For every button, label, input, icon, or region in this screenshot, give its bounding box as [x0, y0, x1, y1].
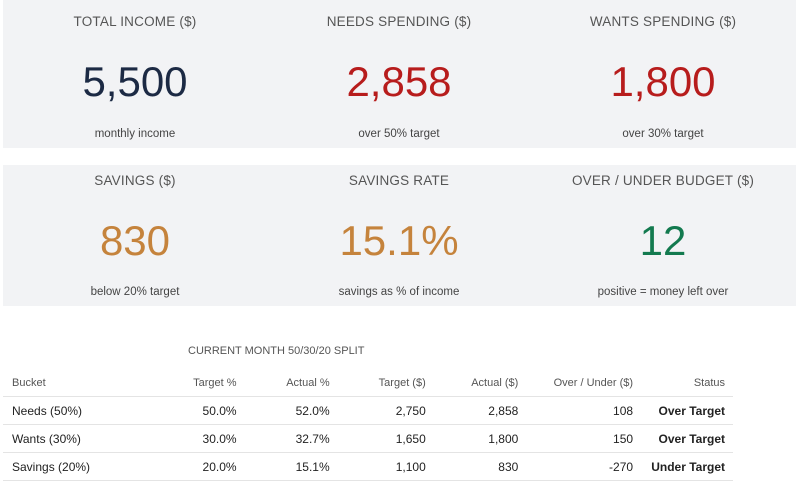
- card-title: WANTS SPENDING ($): [589, 14, 737, 29]
- card-value: 830: [99, 217, 171, 264]
- cell-bucket: Needs (50%): [3, 396, 145, 425]
- wants-spending-card: WANTS SPENDING ($) 1,800 over 30% target: [531, 0, 795, 148]
- cell-over-under: 150: [526, 424, 642, 453]
- column-header-status: Status: [641, 369, 733, 397]
- table-header-row: Bucket Target % Actual % Target ($) Actu…: [3, 369, 733, 397]
- split-table: Bucket Target % Actual % Target ($) Actu…: [3, 369, 733, 481]
- card-value: 1,800: [610, 58, 716, 105]
- card-subtitle: over 30% target: [622, 128, 704, 140]
- cell-actual-pct: 15.1%: [244, 452, 338, 481]
- status-badge: Over Target: [641, 424, 733, 453]
- cell-over-under: -270: [526, 452, 642, 481]
- table-row: Savings (20%) 20.0% 15.1% 1,100 830 -270…: [3, 452, 733, 481]
- cell-target-pct: 50.0%: [144, 396, 245, 425]
- card-subtitle: below 20% target: [90, 286, 180, 298]
- card-title: SAVINGS RATE: [348, 173, 450, 188]
- cell-bucket: Wants (30%): [3, 424, 145, 453]
- kpi-row-2: SAVINGS ($) 830 below 20% target SAVINGS…: [3, 165, 796, 306]
- card-value: 5,500: [82, 58, 188, 105]
- column-header-over-under: Over / Under ($): [526, 369, 642, 397]
- column-header-bucket: Bucket: [3, 369, 145, 397]
- status-badge: Under Target: [641, 452, 733, 481]
- card-value: 2,858: [346, 58, 452, 105]
- card-subtitle: monthly income: [94, 128, 176, 140]
- card-value: 15.1%: [339, 217, 459, 264]
- cell-actual-amt: 830: [433, 452, 527, 481]
- needs-spending-card: NEEDS SPENDING ($) 2,858 over 50% target: [267, 0, 531, 148]
- card-title: OVER / UNDER BUDGET ($): [571, 173, 755, 188]
- cell-actual-pct: 52.0%: [244, 396, 338, 425]
- card-subtitle: positive = money left over: [597, 286, 729, 298]
- card-value: 12: [639, 217, 687, 264]
- status-badge: Over Target: [641, 396, 733, 425]
- cell-target-pct: 20.0%: [144, 452, 245, 481]
- cell-actual-pct: 32.7%: [244, 424, 338, 453]
- cell-target-amt: 2,750: [337, 396, 434, 425]
- kpi-row-1: TOTAL INCOME ($) 5,500 monthly income NE…: [3, 0, 796, 148]
- total-income-card: TOTAL INCOME ($) 5,500 monthly income: [3, 0, 267, 148]
- column-header-actual-amt: Actual ($): [433, 369, 527, 397]
- table-row: Wants (30%) 30.0% 32.7% 1,650 1,800 150 …: [3, 424, 733, 453]
- table-row: Needs (50%) 50.0% 52.0% 2,750 2,858 108 …: [3, 396, 733, 425]
- savings-card: SAVINGS ($) 830 below 20% target: [3, 165, 267, 306]
- cell-target-pct: 30.0%: [144, 424, 245, 453]
- card-subtitle: savings as % of income: [338, 286, 460, 298]
- cell-target-amt: 1,650: [337, 424, 434, 453]
- card-title: TOTAL INCOME ($): [73, 14, 197, 29]
- split-table-title: CURRENT MONTH 50/30/20 SPLIT: [188, 345, 365, 357]
- card-subtitle: over 50% target: [358, 128, 440, 140]
- cell-actual-amt: 1,800: [433, 424, 527, 453]
- cell-target-amt: 1,100: [337, 452, 434, 481]
- cell-over-under: 108: [526, 396, 642, 425]
- cell-bucket: Savings (20%): [3, 452, 145, 481]
- over-under-budget-card: OVER / UNDER BUDGET ($) 12 positive = mo…: [531, 165, 795, 306]
- card-title: SAVINGS ($): [94, 173, 176, 188]
- column-header-actual-pct: Actual %: [244, 369, 338, 397]
- card-title: NEEDS SPENDING ($): [326, 14, 472, 29]
- savings-rate-card: SAVINGS RATE 15.1% savings as % of incom…: [267, 165, 531, 306]
- cell-actual-amt: 2,858: [433, 396, 527, 425]
- column-header-target-pct: Target %: [144, 369, 245, 397]
- column-header-target-amt: Target ($): [337, 369, 434, 397]
